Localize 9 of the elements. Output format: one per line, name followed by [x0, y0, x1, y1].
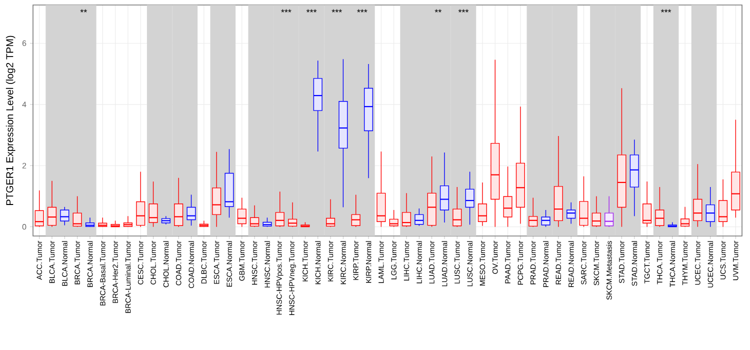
- band-label: **: [80, 9, 87, 12]
- band-label: ***: [281, 9, 292, 12]
- band-label: ***: [660, 9, 672, 12]
- band-label: ***: [357, 9, 368, 12]
- band-label: ***: [306, 9, 317, 12]
- y-axis-title: PTGER1 Expression Level (log2 TPM): [6, 36, 16, 205]
- band-label: ***: [458, 9, 469, 12]
- band-label: ***: [332, 9, 342, 12]
- band-label: **: [434, 9, 442, 12]
